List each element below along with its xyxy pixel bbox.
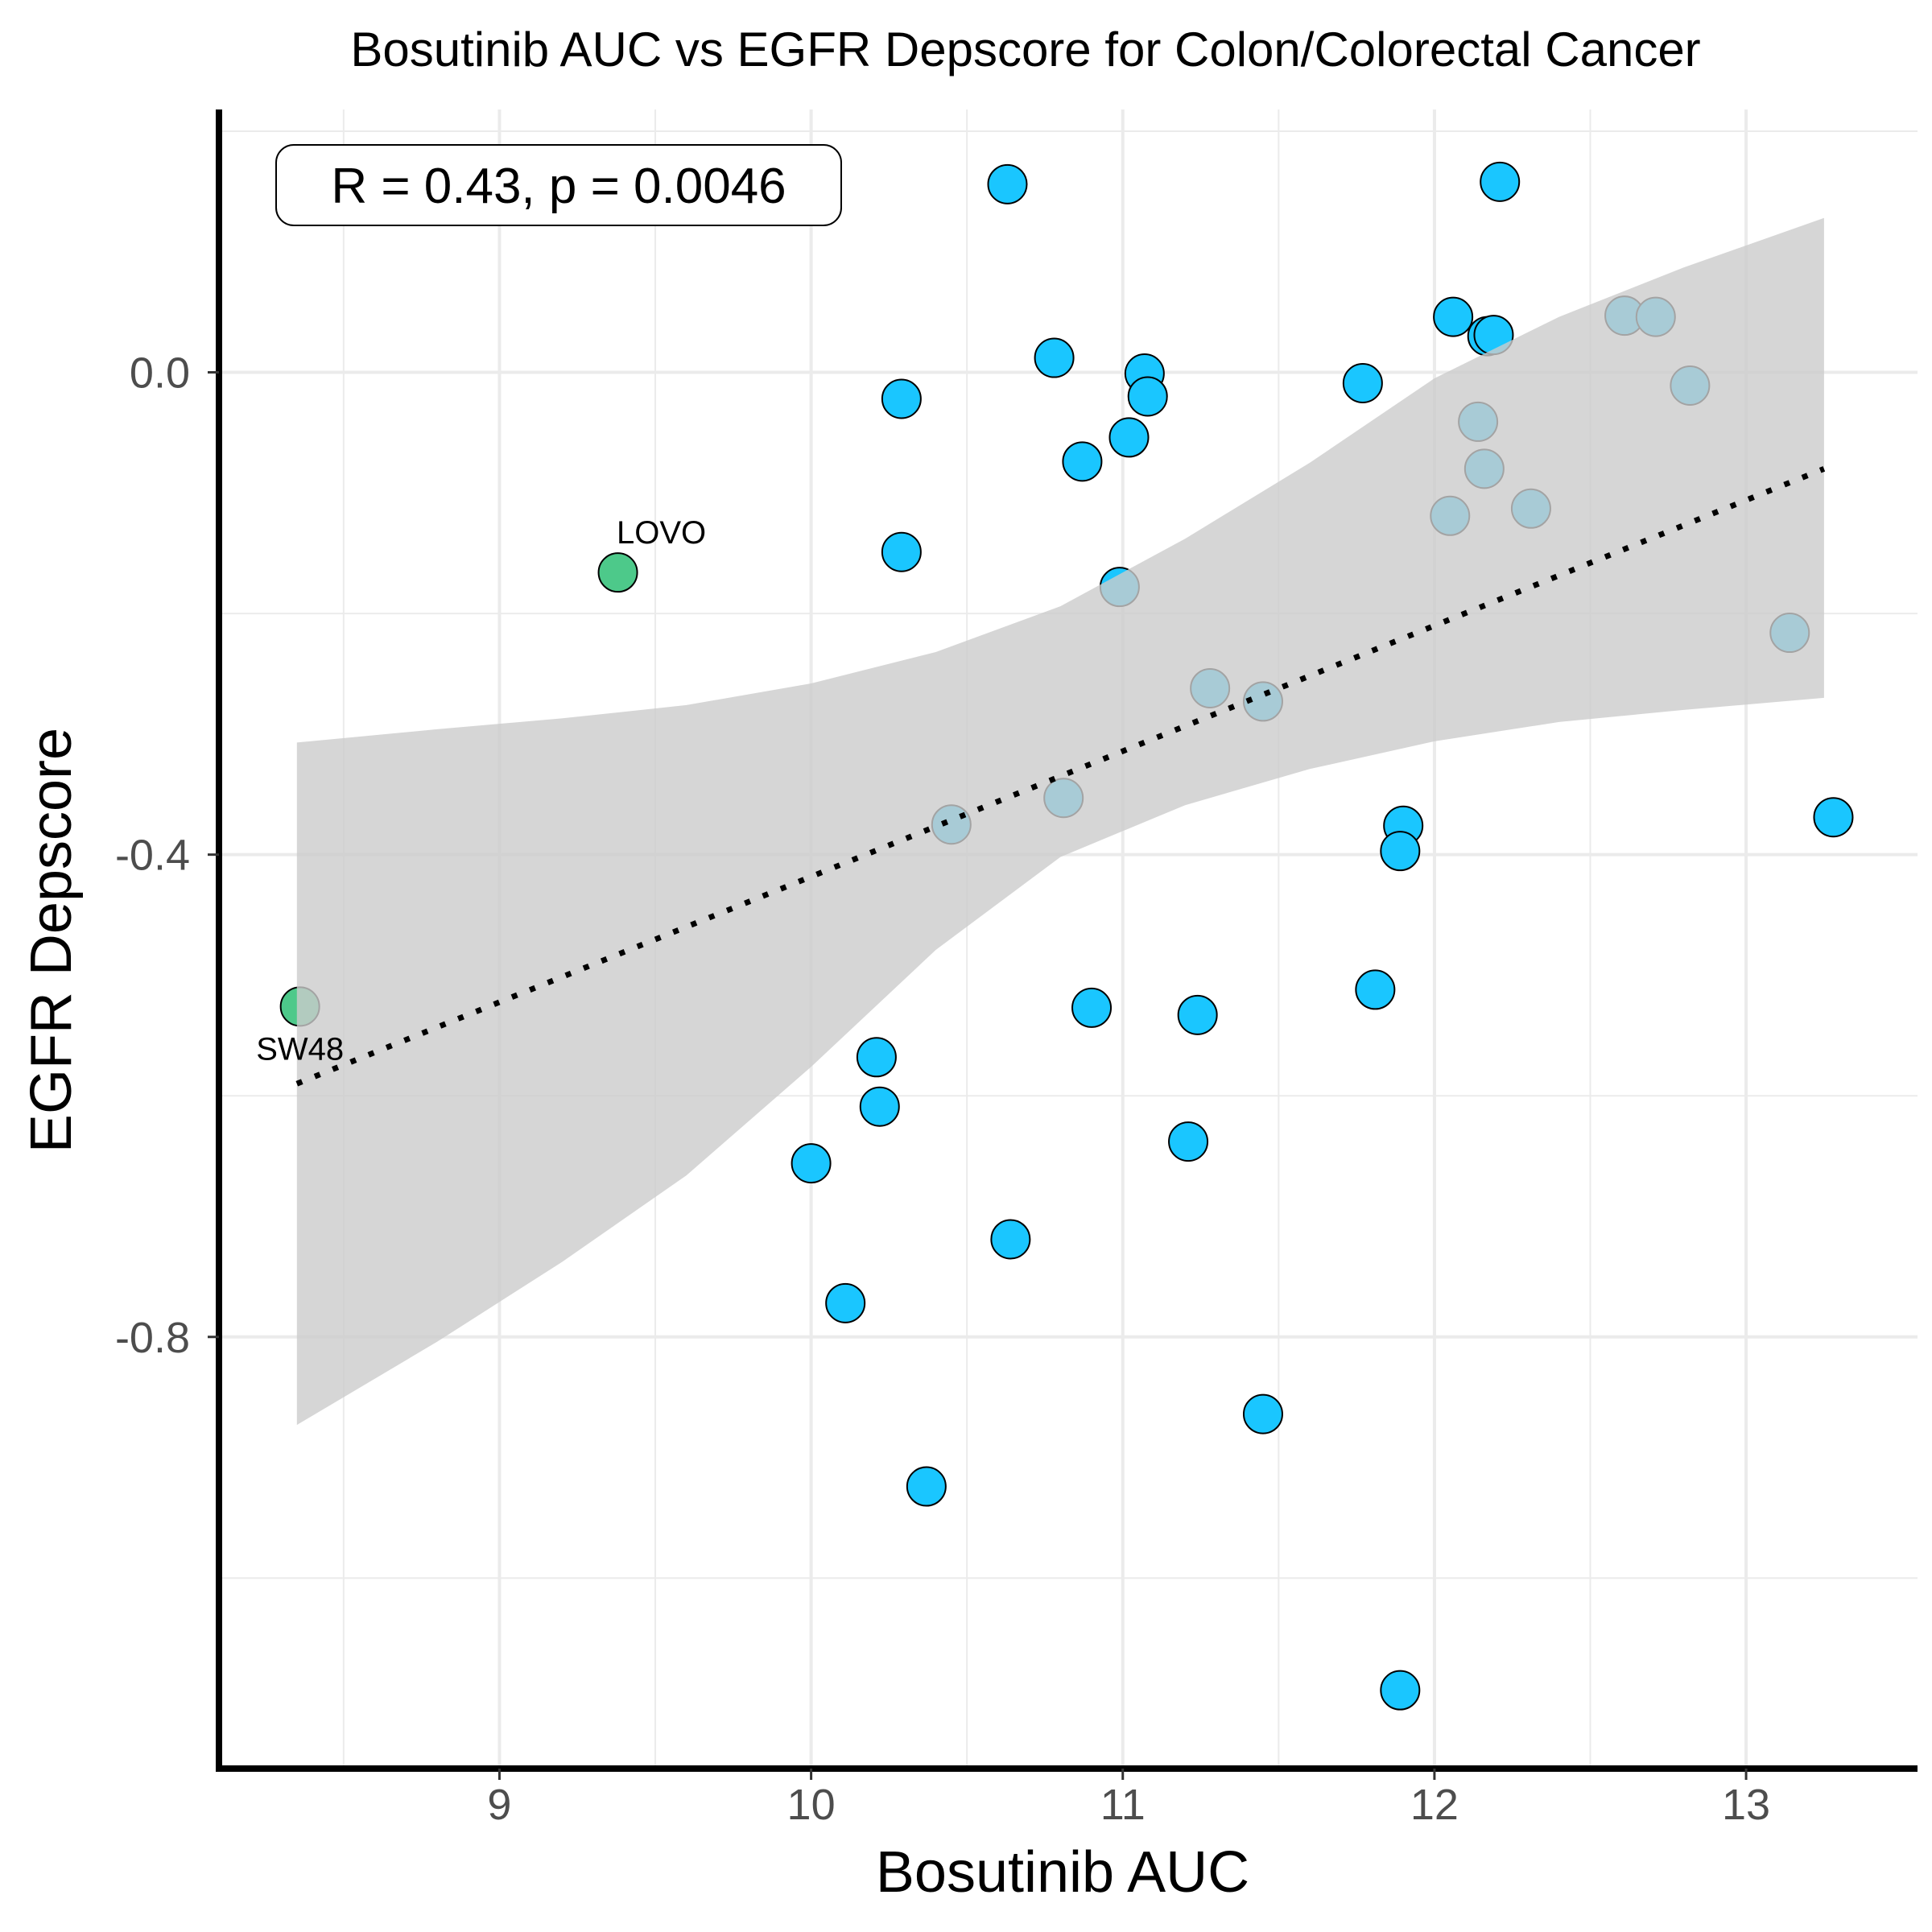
point-labels-layer: LOVO SW48 xyxy=(256,515,706,1067)
points-layer xyxy=(279,161,1854,1711)
chart-title: Bosutinib AUC vs EGFR Depscore for Colon… xyxy=(350,23,1700,76)
y-axis-ticks: 0.0 -0.4 -0.8 xyxy=(115,349,219,1362)
highlighted-point xyxy=(597,552,638,593)
data-point xyxy=(856,1037,897,1078)
x-tick-label: 11 xyxy=(1100,1781,1146,1829)
data-point xyxy=(1480,161,1521,202)
data-point xyxy=(987,163,1028,204)
data-point xyxy=(791,1143,832,1184)
data-point xyxy=(859,1086,900,1127)
y-tick-label: 0.0 xyxy=(130,349,190,398)
data-point xyxy=(825,1282,866,1323)
x-axis-ticks: 9 10 11 12 13 xyxy=(487,1769,1770,1829)
data-point xyxy=(990,1219,1031,1260)
data-point xyxy=(906,1466,947,1507)
point-label: SW48 xyxy=(256,1031,344,1067)
y-tick-label: -0.8 xyxy=(115,1314,190,1362)
data-point xyxy=(1108,417,1150,458)
y-tick-label: -0.4 xyxy=(115,832,190,880)
data-point xyxy=(1177,994,1218,1035)
data-point xyxy=(1242,1393,1283,1435)
correlation-annotation: R = 0.43, p = 0.0046 xyxy=(275,144,842,226)
data-point xyxy=(1127,376,1168,417)
x-tick-label: 13 xyxy=(1722,1781,1770,1829)
data-point xyxy=(1355,969,1396,1010)
x-tick-label: 10 xyxy=(787,1781,836,1829)
data-point xyxy=(1034,337,1075,378)
confidence-band xyxy=(296,217,1824,1426)
x-tick-label: 9 xyxy=(487,1781,511,1829)
data-point xyxy=(1342,363,1383,404)
trend-line xyxy=(295,466,1826,1087)
data-point xyxy=(1062,441,1103,482)
y-axis-title: EGFR Depscore xyxy=(19,728,84,1153)
data-point xyxy=(1813,797,1854,838)
x-tick-label: 12 xyxy=(1410,1781,1459,1829)
trend-layer xyxy=(295,466,1826,1087)
x-axis-title: Bosutinib AUC xyxy=(876,1840,1249,1905)
data-point xyxy=(1380,1670,1421,1711)
data-point xyxy=(1380,831,1421,872)
data-point xyxy=(1433,296,1474,337)
annotation-box xyxy=(275,144,842,226)
grid-lines xyxy=(219,109,1918,1769)
annotation-text: R = 0.43, p = 0.0046 xyxy=(331,159,786,214)
data-point xyxy=(881,531,922,572)
point-label: LOVO xyxy=(617,515,706,551)
data-point xyxy=(1168,1121,1209,1162)
data-point xyxy=(881,378,922,419)
data-point xyxy=(1071,987,1113,1028)
